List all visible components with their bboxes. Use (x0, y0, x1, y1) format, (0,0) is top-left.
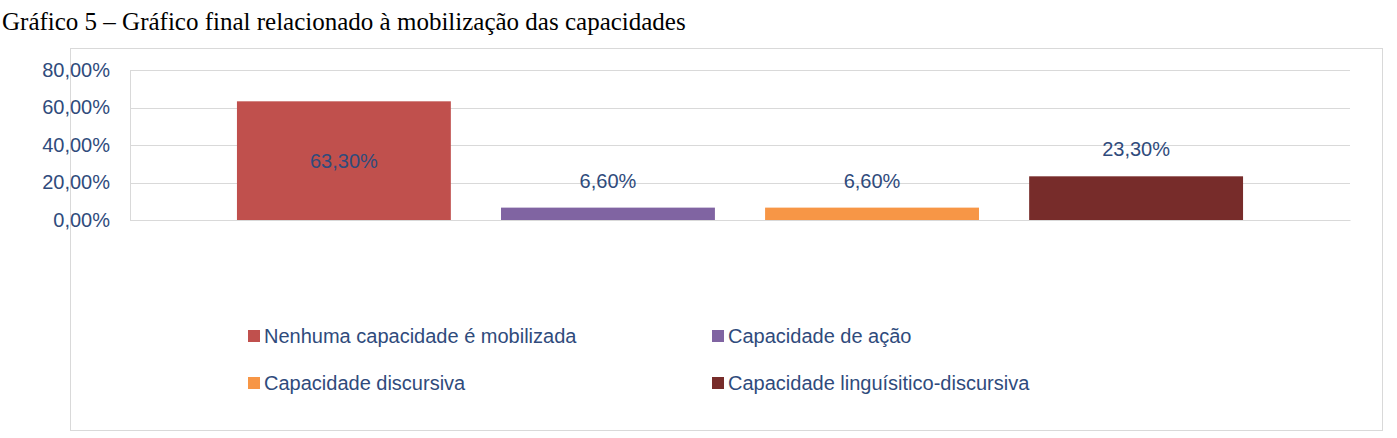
legend-item: Capacidade de ação (712, 325, 911, 347)
title: Gráfico 5 – Gráfico final relacionado à … (2, 8, 686, 35)
y-axis-line (130, 71, 131, 221)
chart-frame (71, 49, 1383, 431)
legend-label: Capacidade discursiva (264, 372, 466, 394)
grid (130, 71, 1350, 221)
y-tick-label: 80,00% (42, 59, 110, 81)
data-label: 6,60% (580, 170, 637, 192)
legend-label: Capacidade linguísitico-discursiva (728, 372, 1030, 394)
bars (237, 101, 1243, 220)
data-labels: 63,30% 6,60% 6,60% 23,30% (310, 138, 1170, 191)
legend-item: Capacidade linguísitico-discursiva (712, 372, 1030, 394)
y-tick: 0,00% (53, 209, 130, 231)
y-tick: 40,00% (42, 134, 130, 156)
legend-swatch (712, 330, 724, 342)
legend-label: Nenhuma capacidade é mobilizada (264, 325, 577, 347)
y-tick: 20,00% (42, 171, 130, 193)
grid-line (130, 70, 1350, 71)
legend-swatch (712, 377, 724, 389)
y-tick-label: 40,00% (42, 134, 110, 156)
chart: Gráfico 5 – Gráfico final relacionado à … (0, 0, 1397, 438)
data-label: 6,60% (844, 170, 901, 192)
bar (765, 208, 979, 220)
legend-item: Capacidade discursiva (248, 372, 466, 394)
y-tick: 60,00% (42, 96, 130, 118)
x-axis-line (131, 220, 1351, 221)
y-tick-label: 0,00% (53, 209, 110, 231)
grid-line (130, 220, 1350, 221)
bar (237, 101, 451, 220)
legend: Nenhuma capacidade é mobilizada Capacidad… (248, 325, 1030, 394)
legend-item: Nenhuma capacidade é mobilizada (248, 325, 577, 347)
y-tick-label: 20,00% (42, 171, 110, 193)
y-tick-label: 60,00% (42, 96, 110, 118)
y-axis: 0,00% 20,00% 40,00% 60,00% 80,00% (42, 59, 130, 231)
legend-label: Capacidade de ação (728, 325, 911, 347)
data-label: 23,30% (1102, 138, 1170, 160)
legend-swatch (248, 377, 260, 389)
legend-swatch (248, 330, 260, 342)
bar (1029, 176, 1243, 220)
bar (501, 208, 715, 220)
y-tick: 80,00% (42, 59, 130, 81)
data-label: 63,30% (310, 150, 378, 172)
